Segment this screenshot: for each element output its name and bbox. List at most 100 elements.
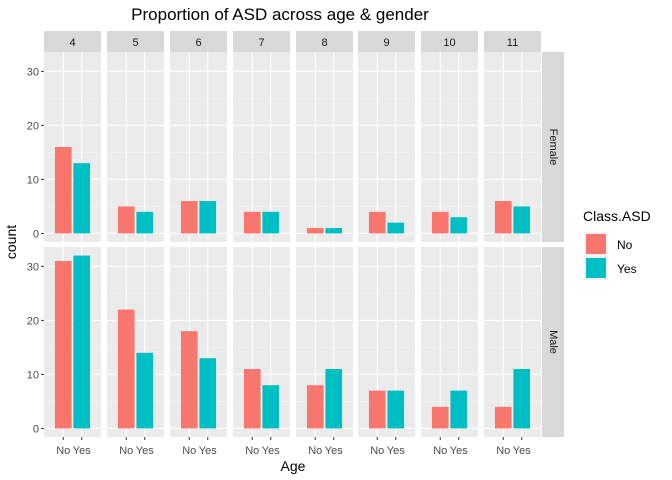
bar-female-age-4-no xyxy=(54,147,72,234)
legend-title: Class.ASD xyxy=(583,208,651,224)
facet-label-age-5: 5 xyxy=(132,37,138,49)
bar-male-age-7-no xyxy=(243,369,261,429)
x-tick-label-yes: Yes xyxy=(450,445,468,457)
panel-background xyxy=(358,247,415,437)
facet-strip-age-8 xyxy=(296,31,353,52)
bar-female-age-4-yes xyxy=(73,163,91,234)
y-tick-label: 20 xyxy=(27,315,39,327)
panel-male-age-9 xyxy=(358,247,415,437)
y-tick-label: 10 xyxy=(27,174,39,186)
bar-female-age-10-no xyxy=(431,211,449,234)
bar-female-age-8-yes xyxy=(325,228,343,234)
panel-background xyxy=(107,247,164,437)
facet-label-female: Female xyxy=(547,129,559,166)
legend-swatch-yes xyxy=(586,258,606,278)
legend-label-yes: Yes xyxy=(617,262,637,276)
x-tick-label-no: No xyxy=(308,445,322,457)
panel-male-age-8 xyxy=(296,247,353,437)
bar-male-age-4-yes xyxy=(73,255,91,429)
x-tick-label-yes: Yes xyxy=(387,445,405,457)
x-tick-label-yes: Yes xyxy=(199,445,217,457)
bar-female-age-6-yes xyxy=(199,201,217,234)
bar-female-age-5-no xyxy=(117,206,135,234)
legend: Class.ASD No Yes xyxy=(583,208,651,280)
bar-male-age-11-yes xyxy=(513,369,531,429)
bar-male-age-5-yes xyxy=(136,352,154,429)
x-tick-label-no: No xyxy=(496,445,510,457)
bar-female-age-7-yes xyxy=(262,211,280,234)
panel-male-age-4 xyxy=(44,247,101,437)
bar-female-age-6-no xyxy=(180,201,198,234)
x-tick-label-no: No xyxy=(182,445,196,457)
y-tick-label: 20 xyxy=(27,120,39,132)
panel-background xyxy=(233,52,290,242)
panel-female-age-5 xyxy=(107,52,164,242)
bar-female-age-11-yes xyxy=(513,206,531,234)
y-tick-label: 30 xyxy=(27,66,39,78)
panel-female-age-7 xyxy=(233,52,290,242)
y-tick-label: 10 xyxy=(27,369,39,381)
panel-female-age-10 xyxy=(421,52,478,242)
facet-label-age-11: 11 xyxy=(507,37,518,49)
bar-male-age-4-no xyxy=(54,260,72,429)
bar-female-age-10-yes xyxy=(450,217,468,234)
facet-strip-age-5 xyxy=(107,31,164,52)
bar-female-age-9-no xyxy=(368,211,386,234)
facet-strip-age-6 xyxy=(170,31,227,52)
y-tick-label: 0 xyxy=(33,228,39,240)
bar-male-age-6-yes xyxy=(199,358,217,429)
panel-background xyxy=(358,52,415,242)
panel-male-age-7 xyxy=(233,247,290,437)
y-axis-title: count xyxy=(3,225,19,259)
panel-female-age-8 xyxy=(296,52,353,242)
y-tick-label: 30 xyxy=(27,261,39,273)
panel-background xyxy=(44,52,101,242)
panel-female-age-11 xyxy=(484,52,541,242)
facet-strip-age-7 xyxy=(233,31,290,52)
panel-female-age-6 xyxy=(170,52,227,242)
panel-background xyxy=(44,247,101,437)
facet-label-male: Male xyxy=(547,330,559,354)
legend-swatch-no xyxy=(586,234,606,254)
facet-strip-age-9 xyxy=(358,31,415,52)
panel-female-age-9 xyxy=(358,52,415,242)
facet-strip-age-11 xyxy=(484,31,541,52)
facet-strip-female xyxy=(542,52,564,242)
bar-female-age-9-yes xyxy=(387,222,405,234)
panel-male-age-11 xyxy=(484,247,541,437)
panel-background xyxy=(484,52,541,242)
facet-label-age-9: 9 xyxy=(383,37,389,49)
bar-male-age-9-yes xyxy=(387,390,405,429)
panel-female-age-4 xyxy=(44,52,101,242)
panel-background xyxy=(107,52,164,242)
facet-label-age-7: 7 xyxy=(258,37,264,49)
bar-male-age-8-no xyxy=(306,385,324,429)
panel-background xyxy=(170,52,227,242)
bar-female-age-11-no xyxy=(494,201,512,234)
facet-label-age-8: 8 xyxy=(321,37,327,49)
legend-item-yes: Yes xyxy=(584,256,637,280)
panel-background xyxy=(421,52,478,242)
panel-male-age-10 xyxy=(421,247,478,437)
facet-label-age-4: 4 xyxy=(69,37,75,49)
facet-strip-age-4 xyxy=(44,31,101,52)
chart-title: Proportion of ASD across age & gender xyxy=(131,5,429,24)
bar-male-age-6-no xyxy=(180,331,198,429)
panel-background xyxy=(484,247,541,437)
panel-background xyxy=(170,247,227,437)
x-tick-label-yes: Yes xyxy=(262,445,280,457)
bar-female-age-7-no xyxy=(243,211,261,234)
facet-label-age-6: 6 xyxy=(195,37,201,49)
facet-label-age-10: 10 xyxy=(443,37,455,49)
bar-male-age-5-no xyxy=(117,309,135,429)
legend-label-no: No xyxy=(617,238,633,252)
x-tick-label-no: No xyxy=(56,445,70,457)
panel-background xyxy=(421,247,478,437)
bar-male-age-9-no xyxy=(368,390,386,429)
y-tick-label: 0 xyxy=(33,423,39,435)
panel-male-age-5 xyxy=(107,247,164,437)
x-tick-label-yes: Yes xyxy=(513,445,531,457)
bar-female-age-5-yes xyxy=(136,211,154,234)
